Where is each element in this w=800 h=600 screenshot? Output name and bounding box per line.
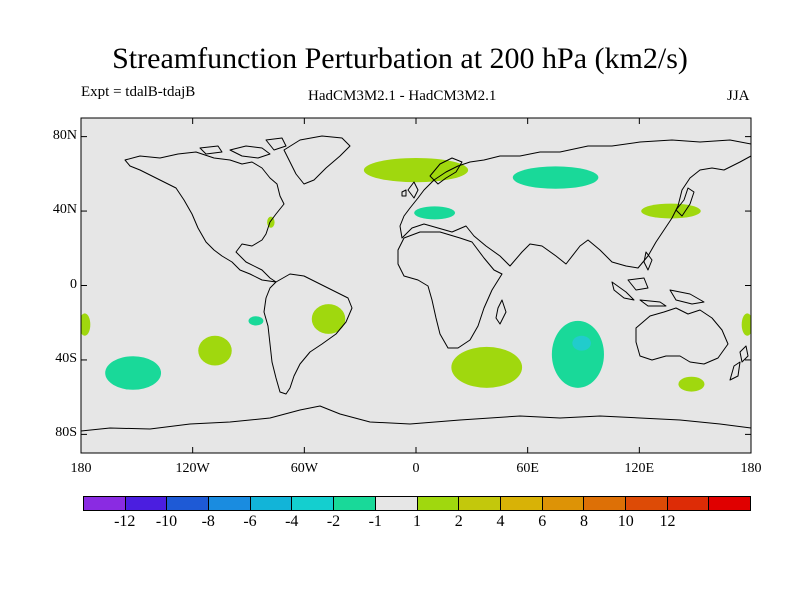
pos-anomaly-south-africa: [451, 346, 523, 388]
neg-anomaly-mediterranean: [414, 206, 456, 220]
axis-ticks: [80, 118, 752, 453]
colorbar-cell: [625, 497, 668, 510]
anomaly-layer: [81, 158, 751, 392]
coastline-south-america: [263, 273, 353, 395]
pos-anomaly-south-atlantic: [311, 304, 346, 334]
neg-anomaly-east-pacific-small: [248, 316, 264, 326]
coastline-australia: [635, 307, 729, 365]
coastlines: [81, 135, 751, 432]
colorbar-cell: [125, 497, 168, 510]
pos-anomaly-south-of-australia: [678, 376, 705, 392]
colorbar-label: 6: [538, 513, 547, 530]
model-label: HadCM3M2.1 - HadCM3M2.1: [308, 88, 497, 104]
colorbar: [83, 496, 751, 511]
latitude-label: 80S: [55, 425, 77, 441]
colorbar-cell: [167, 497, 210, 510]
pos-anomaly-dateline-west: [81, 313, 91, 336]
neg-anomaly-indian-ocean-core: [572, 335, 591, 351]
colorbar-label: 1: [413, 513, 421, 530]
latitude-label: 40N: [52, 202, 77, 218]
neg-anomaly-central-asia: [512, 166, 599, 189]
coastline-eurasia: [399, 139, 751, 269]
pos-anomaly-japan: [641, 203, 701, 219]
colorbar-cell: [667, 497, 710, 510]
longitude-label: 60E: [516, 461, 539, 476]
colorbar-label: 2: [454, 513, 463, 530]
colorbar-label: -2: [326, 513, 341, 530]
colorbar-cell: [84, 497, 126, 510]
coastline-scandinavia: [429, 157, 463, 185]
colorbar-label: 8: [580, 513, 588, 530]
coastline-antarctica: [81, 405, 751, 432]
coastline-madagascar: [495, 299, 507, 325]
latitude-label: 0: [70, 276, 77, 292]
coastline-maritime-continent: [611, 251, 705, 307]
colorbar-cell: [542, 497, 585, 510]
coastline-japan: [675, 187, 695, 217]
colorbar-label: 10: [617, 513, 634, 530]
colorbar-cell: [375, 497, 418, 510]
neg-anomaly-south-pacific: [105, 356, 162, 390]
longitude-label: 180: [740, 461, 762, 476]
colorbar-cell: [584, 497, 626, 510]
coastline-arctic-islands: [199, 137, 287, 159]
colorbar-cell: [500, 497, 543, 510]
colorbar-label: -1: [368, 513, 382, 530]
colorbar-cell: [250, 497, 293, 510]
pos-anomaly-north-atlantic: [363, 158, 469, 183]
colorbar-cell: [459, 497, 501, 510]
longitude-label: 60W: [290, 461, 318, 476]
colorbar-label: -4: [285, 513, 299, 530]
colorbar-cell: [334, 497, 376, 510]
neg-anomaly-indian-ocean: [551, 320, 604, 388]
colorbar-cell: [209, 497, 251, 510]
coastline-africa: [397, 231, 503, 349]
season-label: JJA: [727, 88, 750, 104]
colorbar-cell: [417, 497, 460, 510]
longitude-label: 0: [412, 461, 420, 476]
colorbar-label: 4: [496, 513, 505, 530]
coastline-greenland: [283, 135, 351, 185]
colorbar-cell: [709, 497, 750, 510]
latitude-label: 40S: [55, 350, 77, 366]
longitude-label: 120E: [624, 461, 655, 476]
pos-anomaly-dateline-east: [741, 313, 751, 336]
longitude-label: 180: [70, 461, 92, 476]
colorbar-label: 12: [659, 513, 676, 530]
colorbar-cell: [292, 497, 335, 510]
experiment-label: Expt = tdalB-tdajB: [81, 84, 196, 100]
colorbar-label: -12: [114, 513, 136, 530]
latitude-label: 80N: [52, 127, 77, 143]
pos-anomaly-southeast-pacific: [198, 335, 232, 366]
colorbar-label: -10: [155, 513, 178, 530]
longitude-label: 120W: [175, 461, 210, 476]
coastline-north-america: [124, 151, 285, 283]
map-title: Streamfunction Perturbation at 200 hPa (…: [112, 42, 688, 75]
colorbar-label: -6: [243, 513, 257, 530]
coastline-british-isles: [401, 181, 419, 199]
colorbar-label: -8: [201, 513, 215, 530]
coastline-new-zealand: [729, 345, 749, 381]
